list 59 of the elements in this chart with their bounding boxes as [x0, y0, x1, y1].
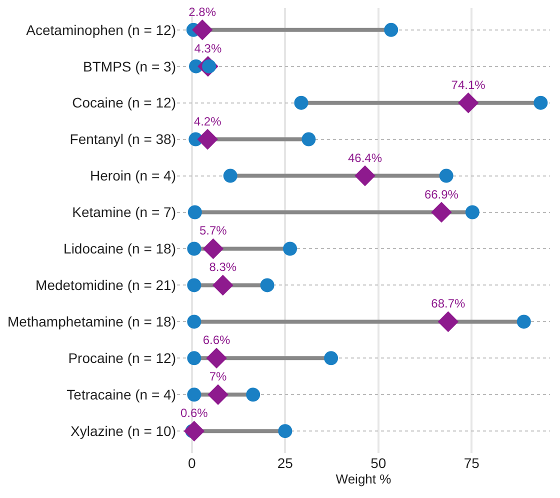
- point: [223, 168, 238, 183]
- x-axis-title: Weight %: [336, 472, 392, 487]
- data-label: 4.3%: [194, 41, 222, 56]
- point: [197, 128, 218, 150]
- data-label: 74.1%: [451, 78, 486, 92]
- point: [192, 19, 213, 40]
- point: [206, 348, 227, 369]
- y-tick-label: Methamphetamine (n = 18): [8, 314, 176, 330]
- y-tick-label: Ketamine (n = 7): [72, 204, 176, 220]
- data-label: 68.7%: [431, 296, 466, 311]
- point: [212, 274, 234, 296]
- point: [187, 242, 202, 256]
- point: [516, 314, 531, 329]
- point: [187, 278, 202, 292]
- x-tick-label: 50: [370, 455, 386, 471]
- point: [246, 388, 260, 402]
- y-tick-label: Lidocaine (n = 18): [64, 240, 176, 257]
- point: [458, 92, 479, 114]
- data-label: 8.3%: [209, 260, 237, 274]
- data-label: 6.6%: [202, 333, 231, 348]
- point: [302, 132, 316, 146]
- point: [438, 311, 459, 332]
- point: [465, 205, 480, 220]
- y-tick-label: Tetracaine (n = 4): [66, 386, 176, 403]
- point: [278, 424, 292, 438]
- point: [294, 96, 308, 110]
- point: [202, 238, 224, 260]
- point: [283, 242, 298, 256]
- point: [534, 96, 548, 110]
- y-tick-label: Xylazine (n = 10): [70, 423, 176, 440]
- point: [187, 314, 202, 329]
- y-tick-label: Fentanyl (n = 38): [70, 131, 176, 148]
- y-tick-label: Procaine (n = 12): [68, 350, 176, 366]
- y-tick-label: Medetomidine (n = 21): [36, 277, 176, 294]
- data-label: 4.2%: [194, 114, 222, 128]
- y-tick-label: Acetaminophen (n = 12): [26, 22, 176, 38]
- point: [187, 388, 202, 402]
- point: [188, 205, 202, 220]
- data-label: 7%: [209, 370, 228, 384]
- point: [187, 351, 202, 366]
- x-tick-label: 25: [277, 455, 294, 471]
- y-tick-label: Heroin (n = 4): [90, 168, 176, 184]
- point: [354, 165, 376, 186]
- data-label: 66.9%: [424, 187, 459, 202]
- x-tick-label: 75: [464, 455, 480, 471]
- data-label: 46.4%: [348, 150, 382, 165]
- y-tick-label: BTMPS (n = 3): [83, 58, 176, 74]
- point: [184, 420, 205, 442]
- y-tick-label: Cocaine (n = 12): [72, 94, 176, 111]
- point: [431, 202, 452, 223]
- point: [384, 22, 398, 37]
- data-label: 5.7%: [200, 224, 228, 238]
- point: [439, 168, 454, 183]
- data-label: 2.8%: [188, 4, 216, 19]
- data-label: 0.6%: [180, 406, 208, 420]
- point: [208, 384, 228, 406]
- point: [260, 278, 274, 292]
- x-tick-label: 0: [188, 455, 196, 471]
- point: [324, 351, 338, 366]
